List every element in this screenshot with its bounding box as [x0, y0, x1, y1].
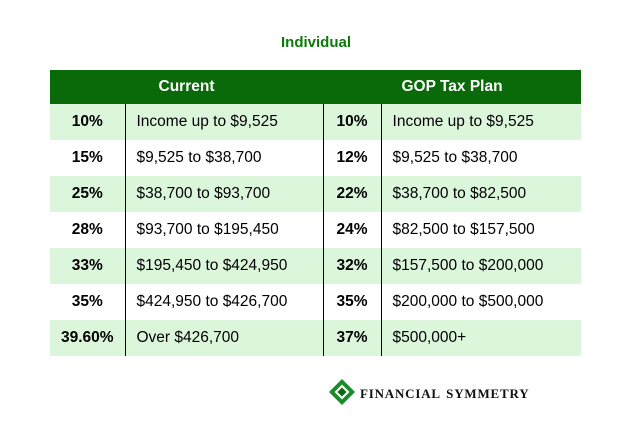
current-range-cell: $38,700 to $93,700 — [125, 176, 324, 212]
header-gop-tax-plan: GOP Tax Plan — [323, 70, 582, 104]
table-row: 15% $9,525 to $38,700 12% $9,525 to $38,… — [50, 140, 582, 176]
gop-rate-cell: 37% — [323, 320, 382, 356]
table-row: 35% $424,950 to $426,700 35% $200,000 to… — [50, 284, 582, 320]
gop-range-cell: $9,525 to $38,700 — [381, 140, 582, 176]
gop-rate-cell: 24% — [323, 212, 382, 248]
gop-rate-cell: 22% — [323, 176, 382, 212]
table-header-row: Current GOP Tax Plan — [50, 70, 582, 104]
current-rate-cell: 28% — [50, 212, 126, 248]
table-row: 10% Income up to $9,525 10% Income up to… — [50, 104, 582, 140]
logo-wordmark: Financial Symmetry — [360, 381, 530, 402]
current-rate-cell: 10% — [50, 104, 126, 140]
gop-range-cell: $200,000 to $500,000 — [381, 284, 582, 320]
current-rate-cell: 15% — [50, 140, 126, 176]
current-range-cell: $195,450 to $424,950 — [125, 248, 324, 284]
table-row: 33% $195,450 to $424,950 32% $157,500 to… — [50, 248, 582, 284]
current-range-cell: $9,525 to $38,700 — [125, 140, 324, 176]
gop-range-cell: $38,700 to $82,500 — [381, 176, 582, 212]
gop-range-cell: $157,500 to $200,000 — [381, 248, 582, 284]
current-range-cell: $424,950 to $426,700 — [125, 284, 324, 320]
table-body: 10% Income up to $9,525 10% Income up to… — [50, 104, 582, 356]
gop-range-cell: Income up to $9,525 — [381, 104, 582, 140]
current-range-cell: $93,700 to $195,450 — [125, 212, 324, 248]
table-row: 39.60% Over $426,700 37% $500,000+ — [50, 320, 582, 356]
gop-rate-cell: 32% — [323, 248, 382, 284]
current-rate-cell: 39.60% — [50, 320, 126, 356]
current-range-cell: Over $426,700 — [125, 320, 324, 356]
header-current: Current — [50, 70, 324, 104]
gop-rate-cell: 10% — [323, 104, 382, 140]
financial-symmetry-logo: Financial Symmetry — [328, 377, 529, 407]
gop-range-cell: $82,500 to $157,500 — [381, 212, 582, 248]
current-rate-cell: 33% — [50, 248, 126, 284]
gop-range-cell: $500,000+ — [381, 320, 582, 356]
table-row: 25% $38,700 to $93,700 22% $38,700 to $8… — [50, 176, 582, 212]
current-range-cell: Income up to $9,525 — [125, 104, 324, 140]
diamond-logo-icon — [329, 379, 355, 405]
tax-bracket-table: Current GOP Tax Plan 10% Income up to $9… — [50, 70, 582, 356]
table-caption: Individual — [280, 34, 351, 51]
gop-rate-cell: 12% — [323, 140, 382, 176]
table-row: 28% $93,700 to $195,450 24% $82,500 to $… — [50, 212, 582, 248]
current-rate-cell: 35% — [50, 284, 126, 320]
current-rate-cell: 25% — [50, 176, 126, 212]
gop-rate-cell: 35% — [323, 284, 382, 320]
